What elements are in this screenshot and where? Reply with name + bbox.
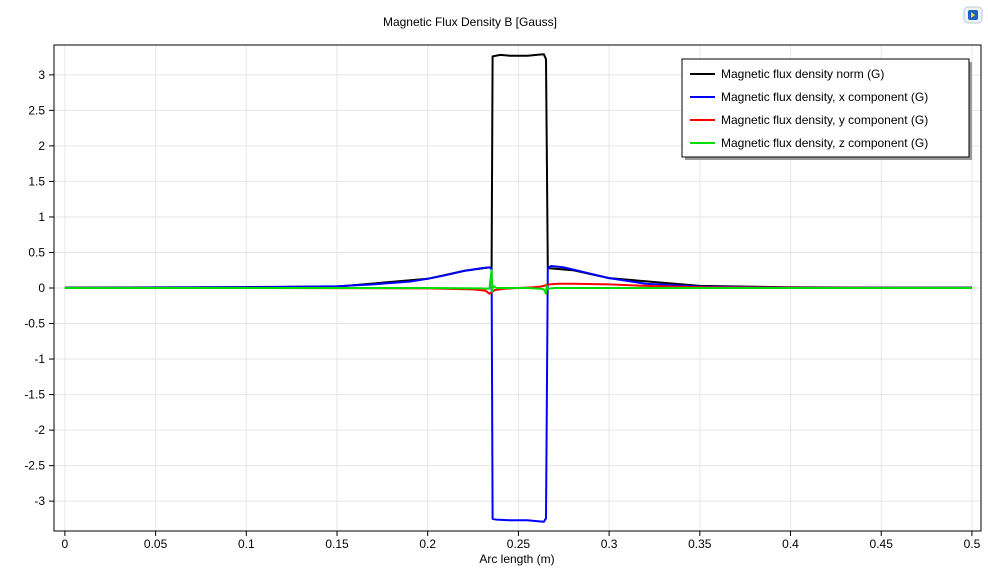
legend-label: Magnetic flux density, y component (G) (721, 113, 928, 127)
y-tick-label: -2 (34, 423, 45, 437)
x-tick-label: 0.45 (870, 537, 894, 551)
x-tick-label: 0.15 (325, 537, 349, 551)
series-line-2 (64, 282, 972, 295)
x-tick-label: 0.3 (601, 537, 618, 551)
legend-label: Magnetic flux density, z component (G) (721, 136, 928, 150)
x-tick-label: 0.1 (238, 537, 255, 551)
x-tick-label: 0.05 (144, 537, 168, 551)
series-line-1 (64, 265, 972, 523)
x-tick-label: 0.4 (782, 537, 799, 551)
y-tick-label: -2.5 (24, 459, 45, 473)
y-tick-label: 0 (38, 281, 45, 295)
x-tick-label: 0.35 (688, 537, 712, 551)
series-line-0 (64, 53, 972, 289)
y-tick-label: -1.5 (24, 388, 45, 402)
y-tick-label: 1.5 (28, 174, 45, 188)
x-tick-label: 0.2 (419, 537, 436, 551)
y-tick-label: 1 (38, 210, 45, 224)
y-tick-label: -3 (34, 494, 45, 508)
axis-ticks: 0 0.05 0.1 0.15 0.2 0.25 0.3 0.35 0.4 0.45 0.5 -3 -2… (24, 68, 980, 551)
x-tick-label: 0.5 (964, 537, 981, 551)
series-line-3 (64, 269, 972, 295)
y-tick-label: 3 (38, 68, 45, 82)
legend-label: Magnetic flux density norm (G) (721, 67, 884, 81)
legend-box (681, 58, 970, 158)
y-tick-label: 0.5 (28, 245, 45, 259)
x-tick-label: 0.25 (507, 537, 531, 551)
legend-label: Magnetic flux density, x component (G) (721, 90, 928, 104)
y-tick-label: -0.5 (24, 317, 45, 331)
chart-title: Magnetic Flux Density B [Gauss] (383, 15, 557, 29)
x-axis-title: Arc length (m) (479, 552, 554, 566)
series-layer (64, 53, 972, 523)
x-tick-label: 0 (62, 537, 69, 551)
y-tick-label: -1 (34, 352, 45, 366)
legend: Magnetic flux density norm (G) Magnetic f… (681, 58, 972, 160)
image-export-icon[interactable] (963, 6, 983, 24)
y-tick-label: 2 (38, 139, 45, 153)
y-tick-label: 2.5 (28, 103, 45, 117)
